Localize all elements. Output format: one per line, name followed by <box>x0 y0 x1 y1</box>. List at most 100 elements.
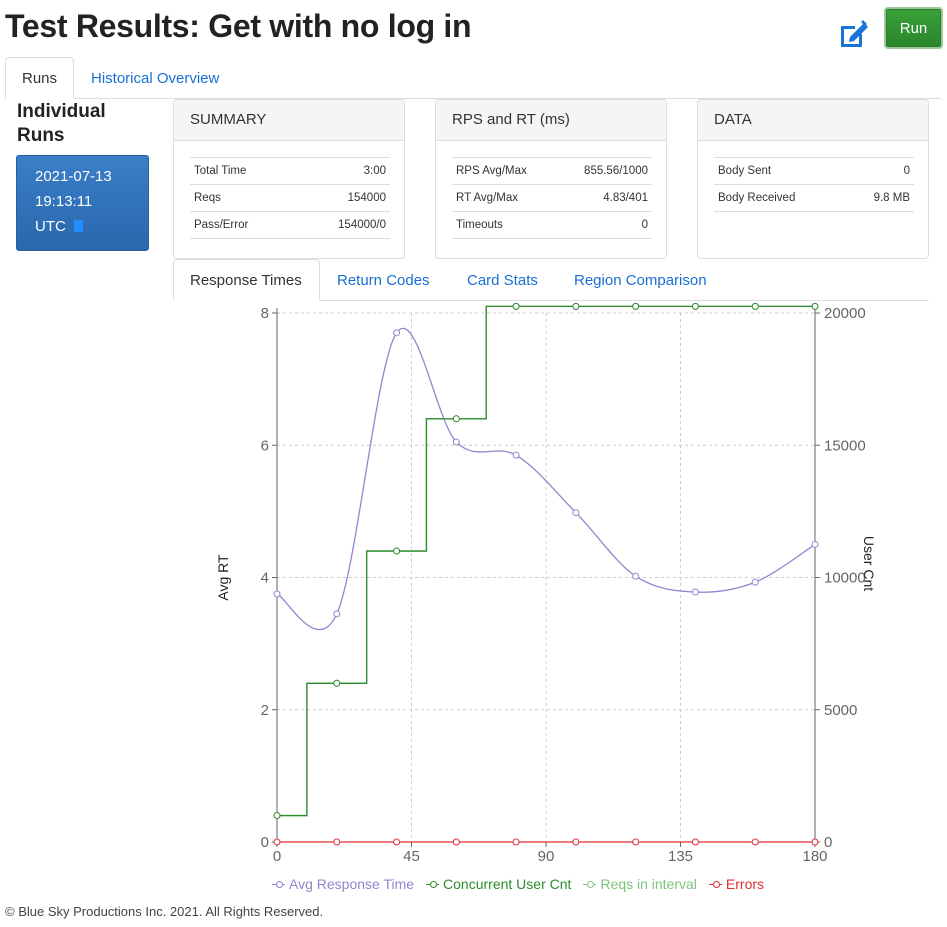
run-time: 19:13:11 <box>35 193 93 210</box>
data-point-concurrent-user-cnt <box>512 302 520 310</box>
row-value: 154000/0 <box>295 211 390 239</box>
tab-runs[interactable]: Runs <box>5 57 74 99</box>
x-tick-label: 90 <box>538 848 555 865</box>
data-point-concurrent-user-cnt <box>751 302 759 310</box>
data-point-avg-response-time <box>751 578 759 586</box>
data-point-avg-response-time <box>811 540 819 548</box>
x-tick-label: 45 <box>403 848 420 865</box>
legend-marker-icon <box>272 879 285 889</box>
row-value: 4.83/401 <box>556 184 652 212</box>
legend-label: Errors <box>725 876 765 892</box>
y-left-tick-label: 6 <box>261 437 269 454</box>
table-row: Pass/Error 154000/0 <box>190 211 390 239</box>
legend-item-errors[interactable]: Errors <box>708 876 765 892</box>
legend-marker-icon <box>708 879 722 889</box>
row-label: Pass/Error <box>190 211 296 239</box>
data-point-avg-response-time <box>572 509 580 517</box>
row-value: 0 <box>845 157 914 185</box>
data-table: Body Sent 0 Body Received 9.8 MB <box>714 157 914 212</box>
legend-marker-icon <box>426 879 440 889</box>
footer-copyright: © Blue Sky Productions Inc. 2021. All Ri… <box>5 904 324 919</box>
row-value: 9.8 MB <box>845 184 914 212</box>
summary-table: Total Time 3:00 Reqs 154000 Pass/Error 1540… <box>190 157 390 239</box>
legend-item-reqs-in-interval[interactable]: Reqs in interval <box>583 876 697 892</box>
data-title: DATA <box>698 100 928 141</box>
run-button[interactable]: Run <box>884 7 943 49</box>
edit-button[interactable] <box>836 17 872 51</box>
main-tabs: Runs Historical Overview <box>5 57 941 99</box>
data-point-concurrent-user-cnt <box>811 302 819 310</box>
data-point-errors <box>512 838 520 846</box>
y-left-tick-label: 8 <box>261 305 269 322</box>
data-point-errors <box>333 838 341 846</box>
legend-marker-icon <box>583 879 597 889</box>
row-value: 0 <box>556 211 652 239</box>
rps-title: RPS and RT (ms) <box>436 100 666 141</box>
x-tick-label: 0 <box>273 848 281 865</box>
row-value: 154000 <box>295 184 390 212</box>
tab-region-comparison[interactable]: Region Comparison <box>574 271 707 289</box>
run-item[interactable]: 2021-07-13 19:13:11 UTC <box>16 155 149 251</box>
data-point-errors <box>632 838 640 846</box>
legend-item-concurrent-user-cnt[interactable]: Concurrent User Cnt <box>426 876 571 892</box>
data-point-avg-response-time <box>273 590 281 598</box>
run-date: 2021-07-13 <box>35 168 112 185</box>
data-point-concurrent-user-cnt <box>572 302 580 310</box>
tab-historical-overview[interactable]: Historical Overview <box>91 69 220 87</box>
data-point-concurrent-user-cnt <box>452 415 460 423</box>
data-point-errors <box>273 838 281 846</box>
series-line-avg-response-time <box>276 328 816 631</box>
summary-panel: SUMMARY Total Time 3:00 Reqs 154000 Pass/E… <box>173 99 405 259</box>
data-point-avg-response-time <box>393 329 401 337</box>
row-label: Body Received <box>714 184 846 212</box>
data-point-concurrent-user-cnt <box>393 547 401 555</box>
tab-return-codes[interactable]: Return Codes <box>337 271 430 289</box>
data-point-concurrent-user-cnt <box>273 812 281 820</box>
x-tick-label: 135 <box>668 848 693 865</box>
table-row: Timeouts 0 <box>452 211 652 239</box>
row-value: 855.56/1000 <box>556 157 652 185</box>
legend-label: Concurrent User Cnt <box>443 876 572 892</box>
data-point-concurrent-user-cnt <box>632 302 640 310</box>
legend-item-avg-response-time[interactable]: Avg Response Time <box>272 876 414 892</box>
y-left-axis-label: Avg RT <box>215 554 231 601</box>
y-right-tick-label: 10000 <box>824 570 866 587</box>
y-right-tick-label: 5000 <box>824 702 857 719</box>
individual-runs-heading: Individual Runs <box>17 101 106 146</box>
data-point-errors <box>691 838 699 846</box>
rps-panel: RPS and RT (ms) RPS Avg/Max 855.56/1000 R… <box>435 99 667 259</box>
data-point-avg-response-time <box>632 572 640 580</box>
summary-title: SUMMARY <box>174 100 404 141</box>
y-left-tick-label: 2 <box>261 702 269 719</box>
row-label: Timeouts <box>452 211 557 239</box>
table-row: Body Received 9.8 MB <box>714 184 914 212</box>
data-point-avg-response-time <box>333 610 341 618</box>
table-row: Reqs 154000 <box>190 184 390 212</box>
y-right-tick-label: 15000 <box>824 437 866 454</box>
data-point-errors <box>393 838 401 846</box>
tab-response-times[interactable]: Response Times <box>173 259 320 301</box>
row-label: Body Sent <box>714 157 846 185</box>
run-zone: UTC <box>35 218 66 235</box>
data-point-avg-response-time <box>691 588 699 596</box>
y-left-tick-label: 0 <box>261 834 269 851</box>
page-title: Test Results: Get with no log in <box>5 8 472 44</box>
response-times-chart: 0 45 90 135 1800246805000100001500020000Avg … <box>215 302 877 865</box>
data-point-errors <box>452 838 460 846</box>
rps-table: RPS Avg/Max 855.56/1000 RT Avg/Max 4.83/40… <box>452 157 652 239</box>
row-value: 3:00 <box>295 157 390 185</box>
data-point-avg-response-time <box>512 451 520 459</box>
delete-run-icon[interactable] <box>73 220 83 232</box>
chart-tabs: Response Times Return Codes Card Stats R… <box>173 259 929 301</box>
data-point-avg-response-time <box>452 438 460 446</box>
data-point-errors <box>572 838 580 846</box>
tab-card-stats[interactable]: Card Stats <box>467 271 538 289</box>
data-panel: DATA Body Sent 0 Body Received 9.8 MB <box>697 99 929 259</box>
row-label: RT Avg/Max <box>452 184 557 212</box>
table-row: RT Avg/Max 4.83/401 <box>452 184 652 212</box>
data-point-concurrent-user-cnt <box>691 302 699 310</box>
data-point-concurrent-user-cnt <box>333 679 341 687</box>
edit-icon <box>841 20 868 47</box>
data-point-errors <box>811 838 819 846</box>
legend-label: Avg Response Time <box>289 876 415 892</box>
